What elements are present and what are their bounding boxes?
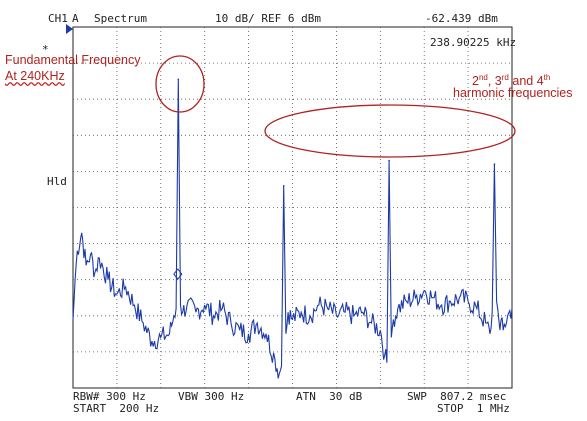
scale-label: 10 dB/ REF 6 dBm xyxy=(215,12,321,25)
marker-level: -62.439 dBm xyxy=(425,12,498,25)
marker-diamond xyxy=(173,268,183,280)
channel-label: CH1 xyxy=(48,12,68,25)
sweep-label: SWP 807.2 msec xyxy=(407,390,507,403)
stop-frequency-label: STOP 1 MHz xyxy=(437,402,510,415)
mode-label: Spectrum xyxy=(94,12,147,25)
peak-point-2 xyxy=(282,185,285,187)
harmonics-annotation-line2: harmonic frequencies xyxy=(453,86,573,100)
plot-grid xyxy=(72,26,513,389)
attenuation-label: ATN 30 dB xyxy=(296,390,363,403)
fundamental-annotation-line2: At 240KHz xyxy=(5,69,65,83)
spectrum-trace xyxy=(72,79,513,379)
vbw-label: VBW 300 Hz xyxy=(178,390,245,403)
fundamental-highlight-ellipse xyxy=(155,55,205,113)
rbw-label: RBW# 300 Hz xyxy=(73,390,146,403)
peak-point-4 xyxy=(493,163,496,165)
star-label: * xyxy=(42,43,49,56)
harmonics-annotation-line1: 2nd, 3rd and 4th xyxy=(472,73,551,89)
hold-label: Hld xyxy=(47,175,67,188)
harmonics-highlight-ellipse xyxy=(264,104,516,158)
marker-frequency: 238.90225 kHz xyxy=(430,36,517,49)
fundamental-annotation-line1: Fundamental Frequency xyxy=(5,53,141,67)
start-frequency-label: START 200 Hz xyxy=(73,402,160,415)
peak-point-1 xyxy=(177,78,180,81)
reference-level-marker xyxy=(66,24,73,34)
scale-unit: m xyxy=(314,12,321,25)
trace-label: A xyxy=(72,12,79,25)
peak-point-3 xyxy=(388,159,390,162)
